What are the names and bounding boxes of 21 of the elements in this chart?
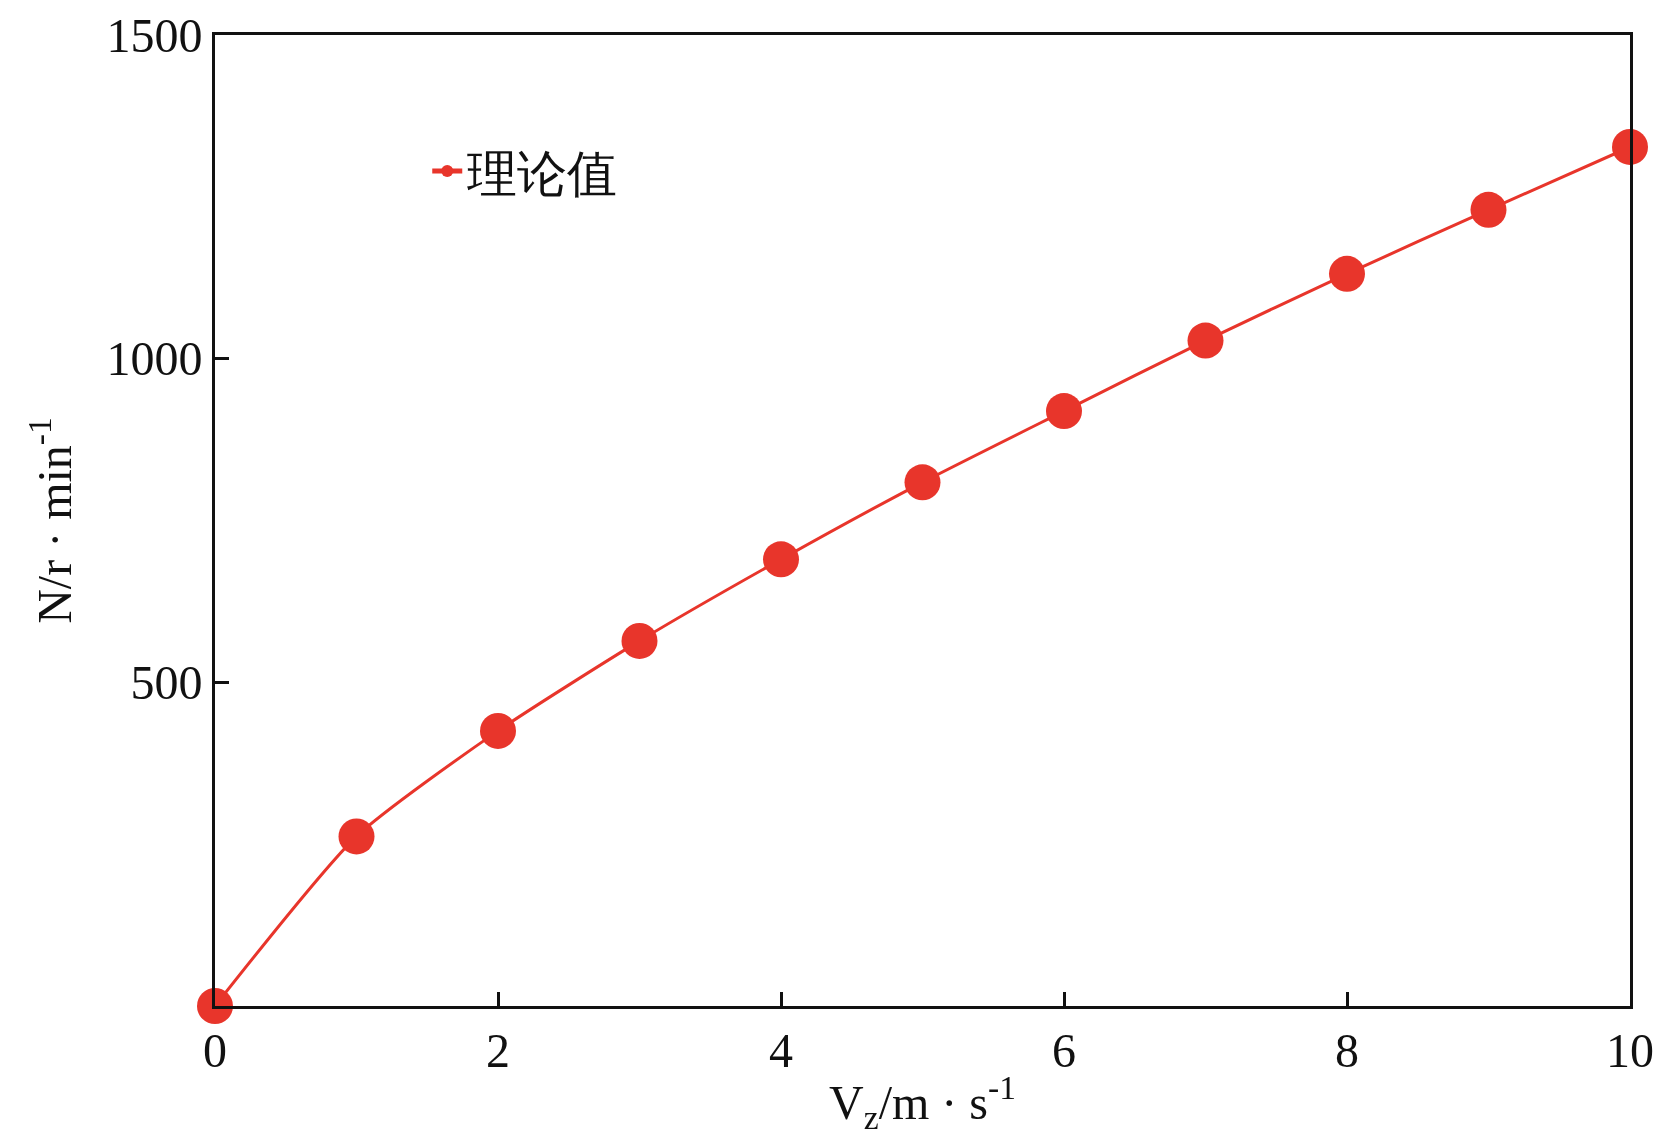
point (1470, 191, 1507, 228)
point (763, 541, 799, 578)
x-tick-label: 4 (769, 1023, 793, 1077)
x-tick-label: 8 (1335, 1023, 1359, 1077)
point (1187, 322, 1224, 359)
x-axis-title: V$_{z}$/m · s$^{-1}$ (829, 1068, 1016, 1136)
point (1612, 128, 1648, 165)
y-tick-label: 1500 (106, 8, 203, 62)
point (1046, 393, 1082, 430)
point (621, 622, 658, 659)
legend-label: 理论值 (467, 145, 618, 202)
x-tick-label: 6 (1052, 1023, 1076, 1077)
point (904, 464, 941, 501)
x-tick-label: 0 (203, 1023, 227, 1077)
point (1329, 255, 1365, 292)
point (480, 712, 516, 749)
x-tick-label: 10 (1606, 1023, 1654, 1077)
x-tick-label: 2 (486, 1023, 510, 1077)
y-tick-label: 1000 (106, 332, 203, 386)
y-tick-label: 500 (130, 656, 203, 710)
point (338, 818, 375, 855)
